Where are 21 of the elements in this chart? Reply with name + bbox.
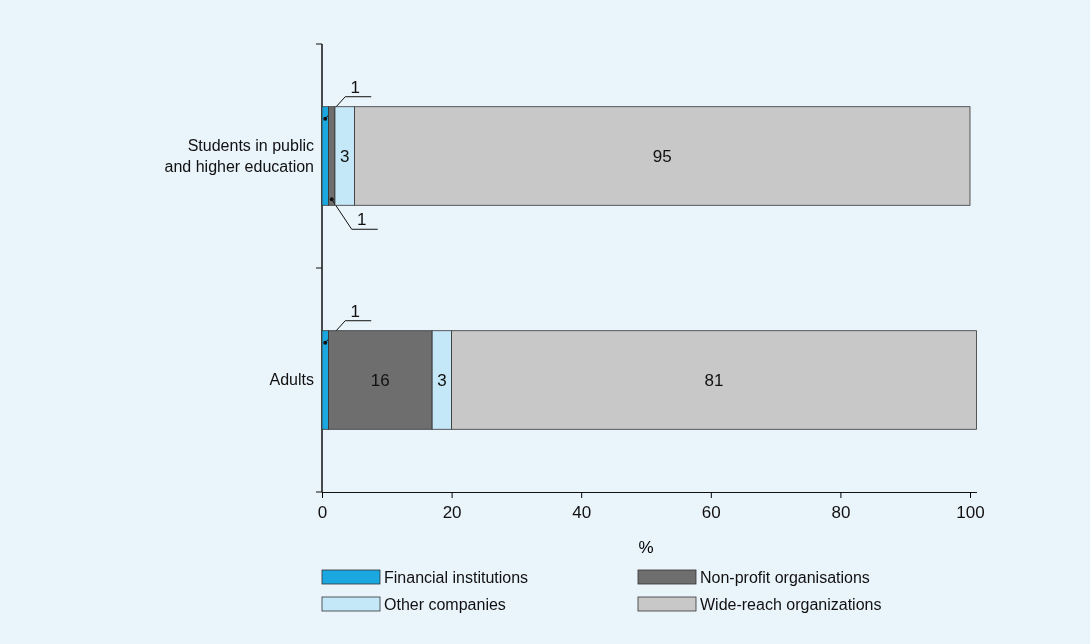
legend-label: Other companies — [384, 596, 506, 613]
x-tick-label: 60 — [701, 503, 721, 522]
data-label: 3 — [339, 147, 350, 166]
data-label: 1 — [350, 77, 360, 97]
legend-label: Wide-reach organizations — [700, 596, 882, 613]
data-label: 16 — [370, 371, 390, 390]
x-tick-label: 0 — [317, 503, 328, 522]
legend-label: Non-profit organisations — [700, 569, 870, 586]
x-tick-label: 80 — [831, 503, 851, 522]
x-tick-label: 20 — [442, 503, 462, 522]
data-label: 1 — [356, 210, 367, 230]
y-tick-label: Students in public and higher education — [164, 136, 314, 175]
data-label: 81 — [704, 371, 724, 390]
data-label: 95 — [652, 147, 672, 166]
x-tick-label: 100 — [956, 503, 985, 522]
data-label: 1 — [350, 301, 360, 321]
y-tick-label: Adults — [269, 371, 314, 388]
x-tick-label: 40 — [572, 503, 592, 522]
data-label: 3 — [437, 371, 447, 390]
legend-label: Financial institutions — [384, 569, 529, 586]
x-axis-title: % — [638, 538, 654, 557]
